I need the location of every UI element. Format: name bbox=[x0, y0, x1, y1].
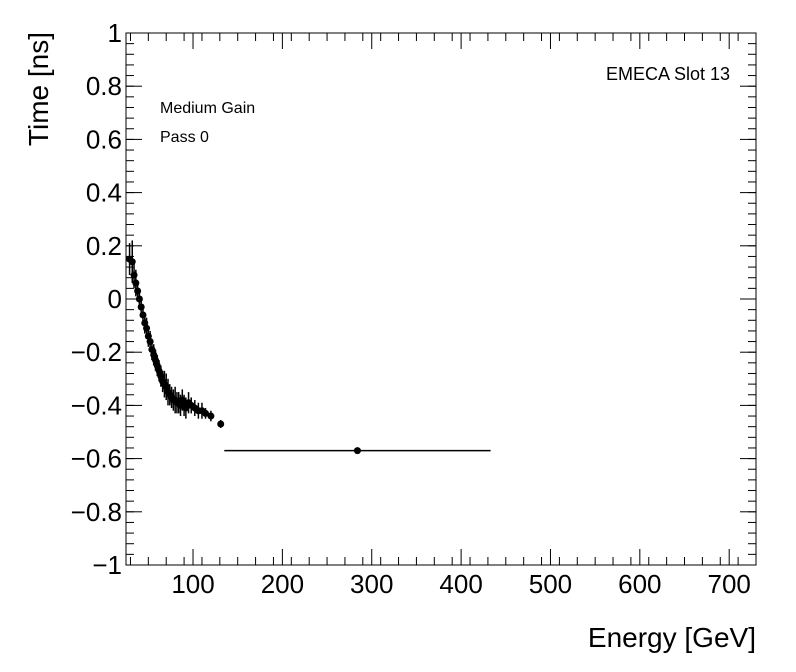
data-point bbox=[217, 420, 225, 428]
y-tick-label: 0.4 bbox=[86, 178, 122, 208]
annotation-slot: EMECA Slot 13 bbox=[606, 64, 730, 84]
data-point bbox=[202, 409, 210, 417]
y-tick-label: −0.8 bbox=[71, 497, 122, 527]
y-tick-label: 0.8 bbox=[86, 71, 122, 101]
data-point bbox=[182, 404, 190, 412]
y-tick-label: −1 bbox=[92, 550, 122, 580]
y-tick-label: −0.6 bbox=[71, 444, 122, 474]
annotation-pass: Pass 0 bbox=[160, 129, 209, 146]
x-tick-label: 400 bbox=[439, 569, 482, 599]
y-tick-label: 0.2 bbox=[86, 231, 122, 261]
y-axis-label: Time [ns] bbox=[23, 32, 54, 146]
x-tick-label: 500 bbox=[529, 569, 572, 599]
x-tick-label: 600 bbox=[618, 569, 661, 599]
annotation-gain: Medium Gain bbox=[160, 100, 255, 117]
y-tick-label: −0.4 bbox=[71, 390, 122, 420]
data-point bbox=[353, 447, 361, 455]
x-tick-label: 100 bbox=[171, 569, 214, 599]
y-tick-label: 0 bbox=[108, 284, 122, 314]
x-tick-label: 300 bbox=[350, 569, 393, 599]
x-axis-label: Energy [GeV] bbox=[588, 622, 756, 653]
x-tick-label: 700 bbox=[707, 569, 750, 599]
y-tick-label: 0.6 bbox=[86, 124, 122, 154]
y-tick-label: −0.2 bbox=[71, 337, 122, 367]
y-tick-label: 1 bbox=[108, 18, 122, 48]
data-point bbox=[207, 412, 215, 420]
x-tick-label: 200 bbox=[261, 569, 304, 599]
